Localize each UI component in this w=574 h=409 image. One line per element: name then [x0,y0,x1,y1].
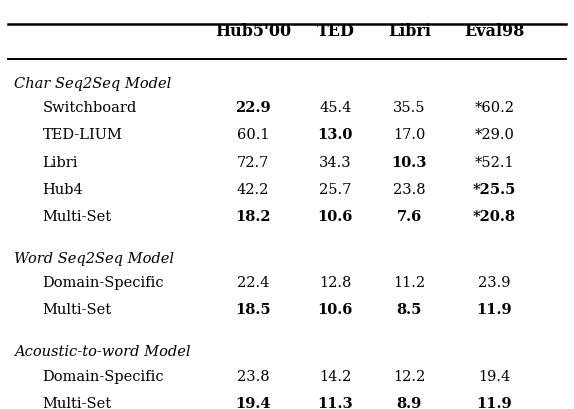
Text: 23.8: 23.8 [236,369,269,382]
Text: Eval98: Eval98 [464,23,525,40]
Text: Acoustic-to-word Model: Acoustic-to-word Model [14,344,191,358]
Text: 18.5: 18.5 [235,302,271,317]
Text: 19.4: 19.4 [478,369,511,382]
Text: 17.0: 17.0 [393,128,425,142]
Text: 22.9: 22.9 [235,101,271,115]
Text: 45.4: 45.4 [319,101,351,115]
Text: Libri: Libri [42,155,78,169]
Text: 8.9: 8.9 [397,396,422,409]
Text: Switchboard: Switchboard [42,101,137,115]
Text: 11.9: 11.9 [476,302,512,317]
Text: 23.9: 23.9 [478,275,511,290]
Text: 10.6: 10.6 [317,302,353,317]
Text: Multi-Set: Multi-Set [42,209,112,223]
Text: Char Seq2Seq Model: Char Seq2Seq Model [14,77,172,91]
Text: 11.9: 11.9 [476,396,512,409]
Text: Multi-Set: Multi-Set [42,396,112,409]
Text: 35.5: 35.5 [393,101,425,115]
Text: 22.4: 22.4 [236,275,269,290]
Text: 25.7: 25.7 [319,182,351,196]
Text: 8.5: 8.5 [397,302,422,317]
Text: 7.6: 7.6 [397,209,422,223]
Text: TED: TED [316,23,354,40]
Text: 72.7: 72.7 [236,155,269,169]
Text: 10.3: 10.3 [391,155,427,169]
Text: Word Seq2Seq Model: Word Seq2Seq Model [14,251,174,265]
Text: 23.8: 23.8 [393,182,425,196]
Text: Hub5'00: Hub5'00 [215,23,291,40]
Text: *52.1: *52.1 [475,155,514,169]
Text: *29.0: *29.0 [475,128,514,142]
Text: 42.2: 42.2 [236,182,269,196]
Text: Hub4: Hub4 [42,182,83,196]
Text: 14.2: 14.2 [319,369,351,382]
Text: *25.5: *25.5 [473,182,516,196]
Text: 60.1: 60.1 [236,128,269,142]
Text: Domain-Specific: Domain-Specific [42,275,164,290]
Text: Multi-Set: Multi-Set [42,302,112,317]
Text: 19.4: 19.4 [235,396,271,409]
Text: 12.8: 12.8 [319,275,351,290]
Text: TED-LIUM: TED-LIUM [42,128,122,142]
Text: 12.2: 12.2 [393,369,425,382]
Text: *20.8: *20.8 [473,209,516,223]
Text: Libri: Libri [388,23,430,40]
Text: Domain-Specific: Domain-Specific [42,369,164,382]
Text: 10.6: 10.6 [317,209,353,223]
Text: 11.3: 11.3 [317,396,353,409]
Text: 13.0: 13.0 [317,128,353,142]
Text: *60.2: *60.2 [475,101,514,115]
Text: 34.3: 34.3 [319,155,352,169]
Text: 18.2: 18.2 [235,209,271,223]
Text: 11.2: 11.2 [393,275,425,290]
